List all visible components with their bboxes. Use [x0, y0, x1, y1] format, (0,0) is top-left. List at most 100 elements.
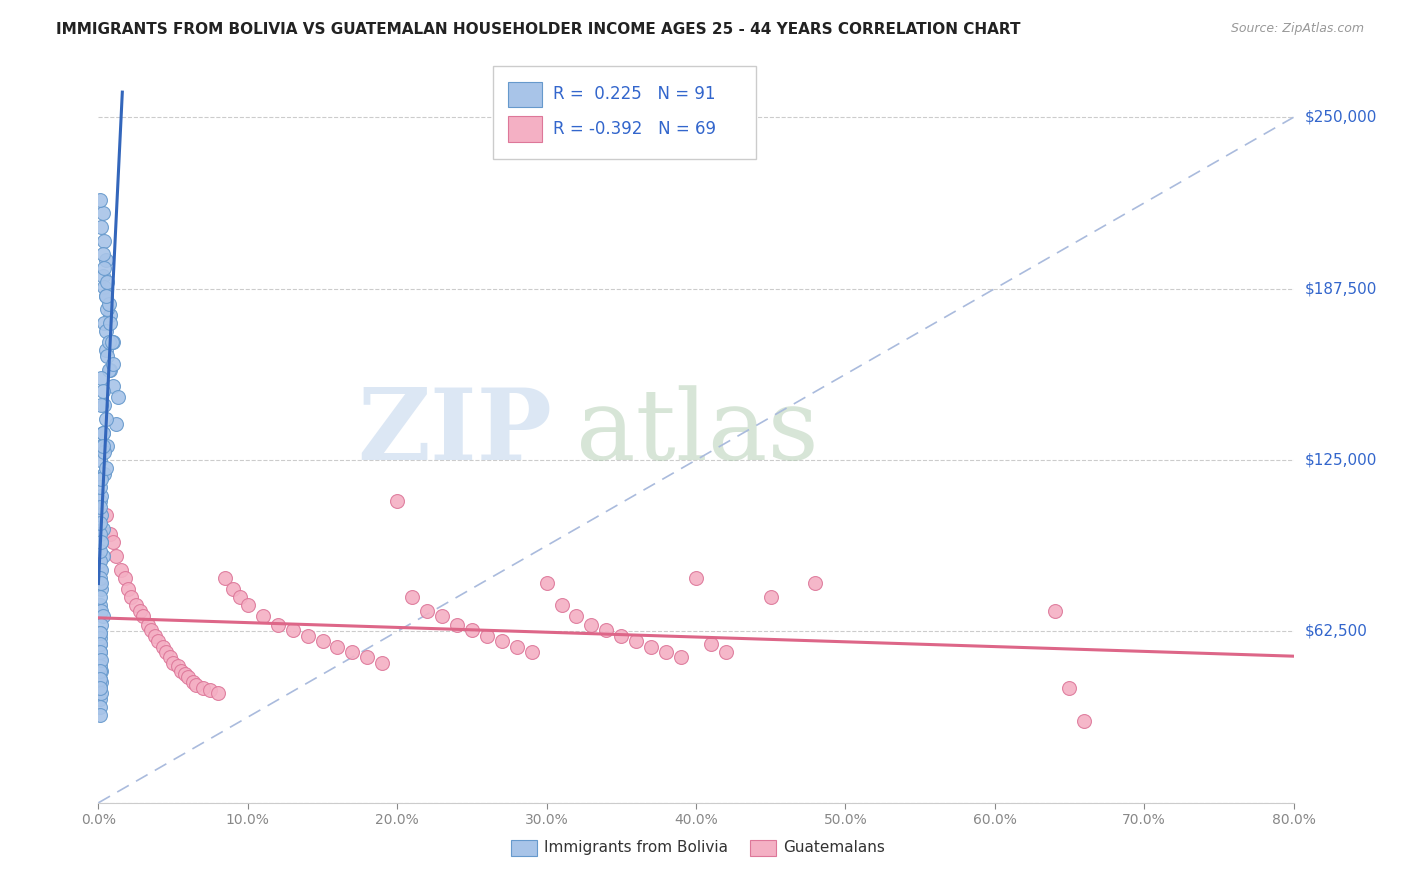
Point: [89, 632, 111, 646]
Point: [117, 582, 139, 596]
Point: [685, 571, 707, 585]
Point: [103, 379, 125, 393]
FancyBboxPatch shape: [494, 66, 756, 159]
Point: [281, 623, 304, 637]
Point: [491, 634, 513, 648]
Point: [714, 645, 737, 659]
Point: [385, 494, 409, 508]
Point: [461, 623, 484, 637]
Point: [89, 645, 111, 659]
Point: [91, 549, 114, 563]
Point: [94, 412, 117, 426]
Bar: [749, 840, 776, 856]
Text: atlas: atlas: [576, 384, 820, 481]
Point: [177, 670, 200, 684]
Point: [252, 609, 274, 624]
Point: [98, 527, 122, 541]
Point: [520, 645, 543, 659]
Point: [89, 637, 111, 651]
Point: [97, 362, 120, 376]
Point: [90, 604, 112, 618]
Point: [89, 500, 111, 514]
Point: [804, 576, 827, 591]
Text: IMMIGRANTS FROM BOLIVIA VS GUATEMALAN HOUSEHOLDER INCOME AGES 25 - 44 YEARS CORR: IMMIGRANTS FROM BOLIVIA VS GUATEMALAN HO…: [56, 22, 1021, 37]
Point: [91, 439, 114, 453]
Point: [200, 683, 222, 698]
Point: [152, 640, 174, 654]
Point: [94, 288, 117, 302]
Point: [97, 335, 120, 350]
Point: [120, 590, 142, 604]
Point: [184, 678, 207, 692]
Point: [148, 634, 170, 648]
Point: [90, 371, 112, 385]
Point: [90, 439, 112, 453]
Text: R =  0.225   N = 91: R = 0.225 N = 91: [553, 86, 716, 103]
Point: [129, 604, 152, 618]
Point: [90, 563, 112, 577]
Point: [610, 628, 633, 642]
Point: [89, 494, 111, 508]
Point: [91, 425, 114, 440]
Point: [110, 563, 132, 577]
Point: [91, 384, 114, 399]
Point: [94, 252, 117, 267]
Point: [139, 623, 162, 637]
Point: [132, 609, 155, 624]
Point: [97, 297, 120, 311]
Point: [96, 275, 118, 289]
Point: [103, 535, 125, 549]
Point: [181, 675, 204, 690]
Point: [89, 673, 111, 687]
Point: [90, 398, 112, 412]
Point: [136, 617, 159, 632]
Point: [90, 219, 112, 234]
Point: [162, 656, 184, 670]
Point: [155, 645, 177, 659]
Point: [669, 650, 692, 665]
Point: [125, 599, 148, 613]
Point: [356, 650, 378, 665]
Point: [159, 650, 181, 665]
Point: [169, 664, 191, 678]
Point: [89, 554, 111, 568]
Point: [96, 302, 118, 317]
Point: [93, 261, 115, 276]
Point: [107, 390, 129, 404]
Point: [90, 489, 112, 503]
Point: [90, 508, 112, 522]
Point: [89, 193, 111, 207]
Point: [90, 664, 112, 678]
Point: [536, 576, 558, 591]
Point: [90, 686, 112, 700]
Point: [550, 599, 572, 613]
Point: [174, 667, 197, 681]
Text: R = -0.392   N = 69: R = -0.392 N = 69: [553, 120, 716, 138]
Point: [326, 640, 349, 654]
Point: [103, 357, 125, 371]
Text: $125,000: $125,000: [1305, 452, 1376, 467]
Point: [89, 625, 111, 640]
Point: [595, 623, 617, 637]
Point: [89, 527, 111, 541]
Point: [93, 280, 115, 294]
Point: [401, 590, 423, 604]
Point: [90, 675, 112, 690]
Point: [214, 571, 236, 585]
Point: [89, 681, 111, 695]
Point: [90, 472, 112, 486]
Text: $250,000: $250,000: [1305, 110, 1376, 125]
Text: ZIP: ZIP: [357, 384, 553, 481]
Point: [1043, 604, 1066, 618]
Point: [90, 617, 112, 632]
Point: [94, 508, 117, 522]
Point: [105, 549, 128, 563]
Point: [416, 604, 439, 618]
Point: [191, 681, 214, 695]
Point: [89, 673, 111, 687]
Bar: [509, 82, 541, 107]
Text: $62,500: $62,500: [1305, 624, 1368, 639]
Point: [94, 324, 117, 338]
Point: [430, 609, 453, 624]
Point: [96, 439, 118, 453]
